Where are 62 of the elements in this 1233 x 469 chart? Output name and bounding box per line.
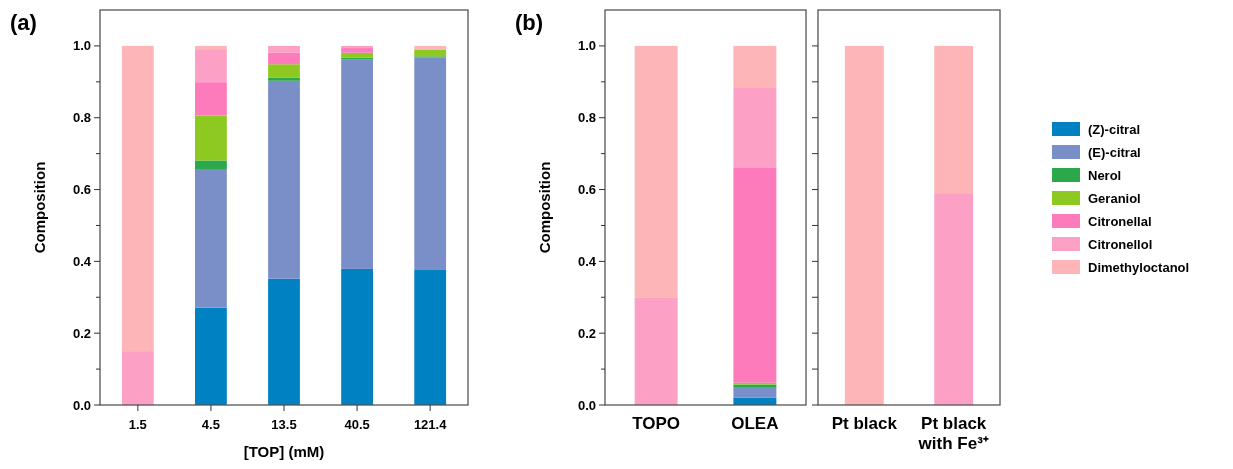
bar (121, 351, 154, 405)
x-tick-label: Pt black (831, 414, 898, 433)
chart-title: (b) (515, 10, 544, 35)
bar (414, 269, 447, 405)
bar (733, 45, 777, 88)
bar (268, 80, 300, 279)
y-tick-label: 0.6 (72, 182, 91, 198)
chart-title: (a) (10, 10, 37, 35)
bar (268, 52, 300, 65)
bar (414, 45, 447, 50)
legend-label: Citronellal (1088, 213, 1152, 229)
bar (195, 115, 227, 161)
y-tick-label: 0.0 (577, 397, 596, 413)
y-tick-label: 0.6 (577, 182, 596, 198)
bar (195, 49, 227, 83)
y-axis-title: Composition (536, 161, 553, 254)
legend-label: Citronellol (1088, 236, 1153, 252)
bar (341, 268, 373, 405)
x-tick-label: 1.5 (128, 417, 147, 432)
bar (634, 297, 678, 405)
bar (268, 278, 300, 405)
bar (268, 64, 300, 78)
bar (341, 48, 373, 53)
y-tick-label: 1.0 (72, 38, 91, 54)
legend-label: Dimethyloctanol (1088, 259, 1190, 275)
y-tick-label: 0.2 (72, 325, 91, 341)
x-tick-label: 13.5 (271, 417, 297, 432)
bar (414, 57, 447, 270)
bar (733, 387, 777, 398)
bar (121, 45, 154, 352)
y-tick-label: 0.8 (72, 110, 91, 126)
x-tick-label: Pt black with Fe³⁺ (917, 414, 989, 453)
y-tick-label: 0.8 (577, 110, 596, 126)
bar (268, 77, 300, 81)
x-tick-label: 4.5 (201, 417, 220, 432)
y-tick-label: 0.0 (72, 397, 91, 413)
y-tick-label: 0.2 (577, 325, 596, 341)
bar (341, 52, 373, 58)
x-tick-label: OLEA (731, 414, 779, 433)
legend-label: (Z)-citral (1088, 121, 1140, 137)
bar (733, 168, 777, 383)
x-tick-label: 121.4 (413, 417, 448, 432)
bar (341, 45, 373, 49)
y-tick-label: 0.4 (577, 253, 597, 269)
bar (195, 169, 227, 308)
y-tick-label: 1.0 (577, 38, 596, 54)
legend-label: Nerol (1088, 167, 1122, 183)
y-tick-label: 0.4 (72, 253, 92, 269)
x-tick-label: 40.5 (344, 417, 370, 432)
bar (634, 45, 678, 298)
bar (195, 45, 227, 50)
y-axis-title: Composition (31, 161, 48, 254)
x-tick-label: TOPO (632, 414, 681, 433)
bar (195, 307, 227, 405)
x-axis-title: [TOP] (mM) (243, 443, 325, 460)
bar (341, 59, 373, 269)
bar (268, 45, 300, 53)
legend-label: (E)-citral (1088, 144, 1141, 160)
bar (195, 160, 227, 170)
bar (733, 87, 777, 168)
legend-label: Geraniol (1088, 190, 1141, 206)
bar (195, 82, 227, 116)
